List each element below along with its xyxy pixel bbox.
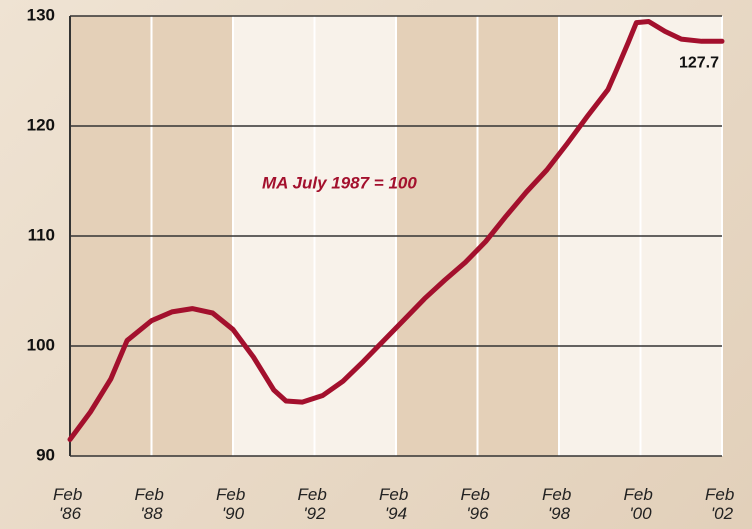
x-tick-label: Feb '94 [379,485,413,523]
x-tick-label: Feb '88 [134,485,168,523]
x-tick-label: Feb '00 [623,485,657,523]
x-tick-label: Feb '98 [542,485,576,523]
y-tick-label: 100 [27,335,55,354]
y-tick-label: 130 [27,5,55,24]
x-tick-label: Feb '86 [53,485,87,523]
y-tick-label: 90 [36,445,55,464]
y-tick-label: 110 [28,225,55,244]
y-tick-label: 120 [27,115,55,134]
x-tick-label: Feb '92 [297,485,331,523]
x-tick-label: Feb '02 [705,485,739,523]
end-value-label: 127.7 [679,55,719,72]
data-line [67,19,725,442]
x-tick-label: Feb '90 [216,485,250,523]
annotation: MA July 1987 = 100 [262,173,417,192]
x-tick-label: Feb '96 [460,485,494,523]
